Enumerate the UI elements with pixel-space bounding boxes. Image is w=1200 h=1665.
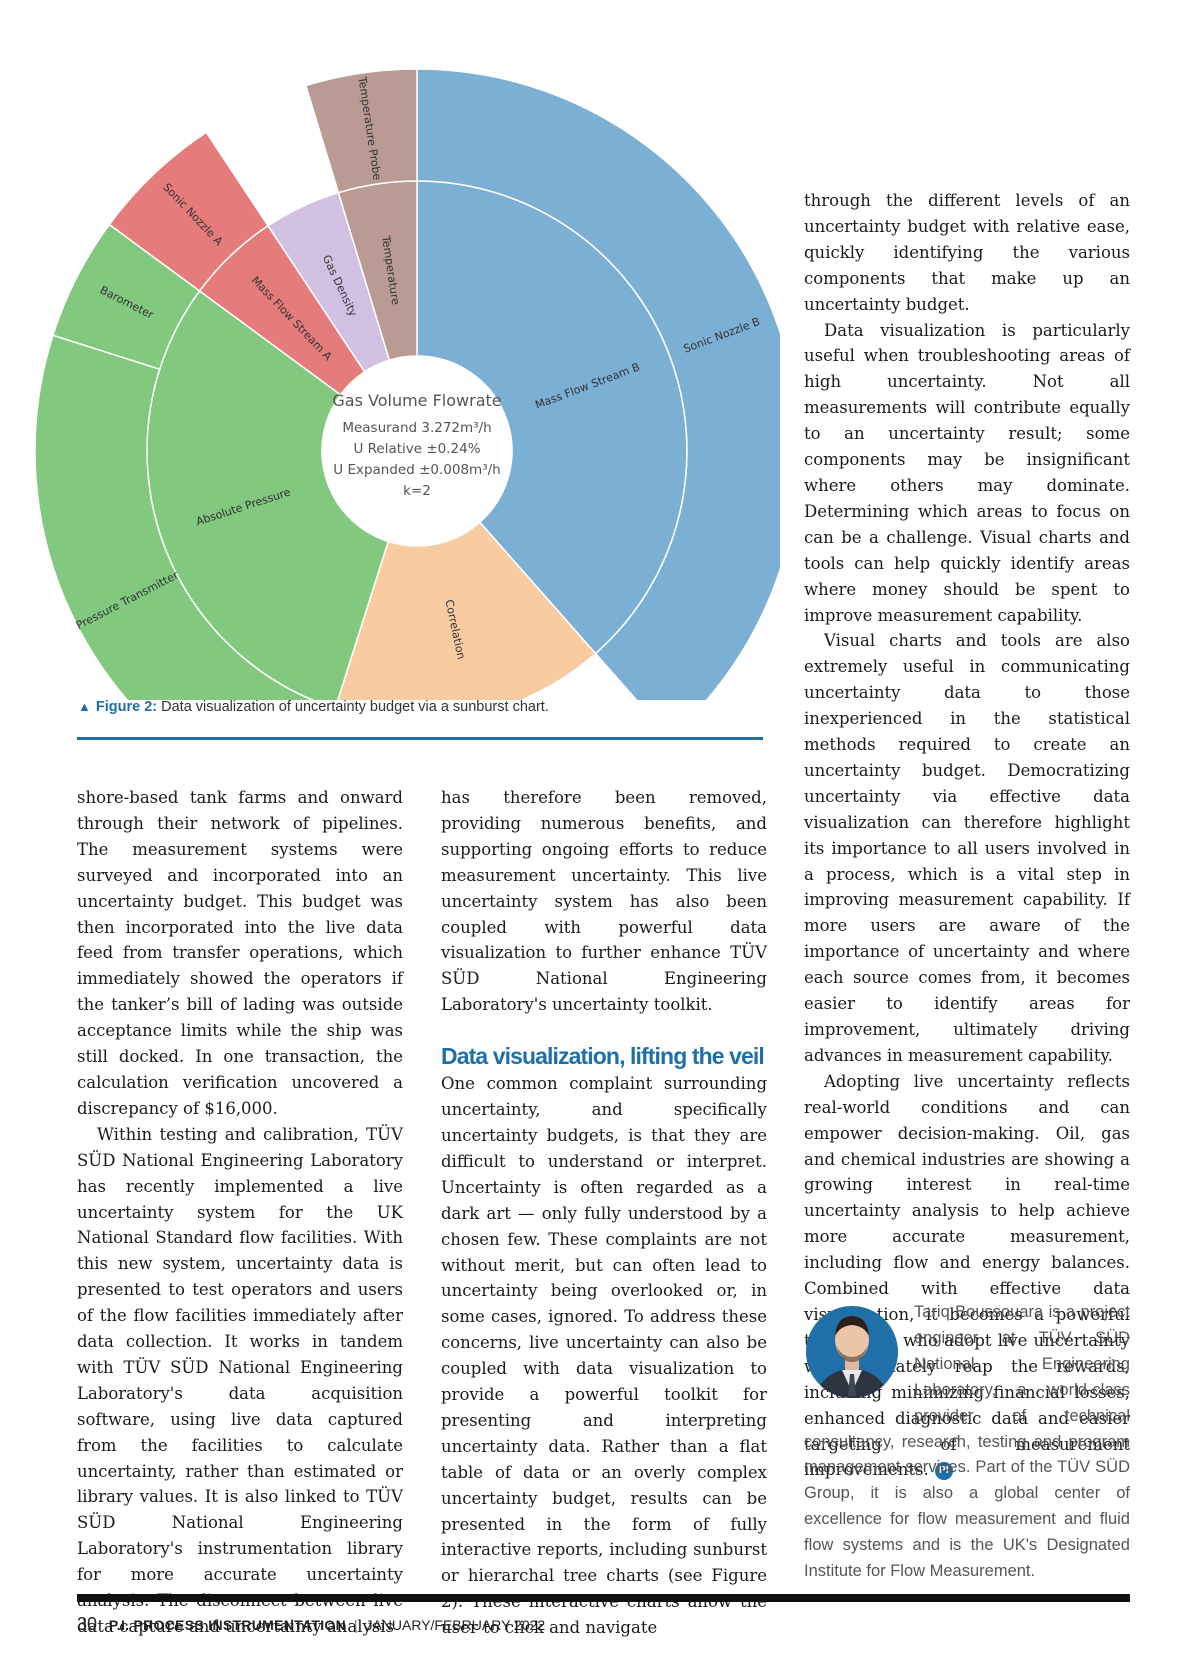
center-line-measurand: Measurand 3.272m³/h xyxy=(342,420,491,436)
footer-separator: | xyxy=(353,1617,358,1633)
paragraph-final-text: Adopting live uncertainty reflects real-… xyxy=(804,1071,1130,1480)
caption-triangle-icon: ▲ xyxy=(78,699,91,714)
center-line-relative: U Relative ±0.24% xyxy=(353,441,480,457)
paragraph: Within testing and calibration, TÜV SÜD … xyxy=(77,1124,403,1636)
paragraph: One common complaint surrounding uncerta… xyxy=(441,1074,767,1638)
caption-label: Figure 2: xyxy=(95,699,158,715)
figure-caption: ▲ Figure 2: Data visualization of uncerta… xyxy=(78,699,768,715)
outer-segment-sonic-nozzle-a[interactable] xyxy=(108,131,270,292)
author-bio: Tariq Boussouara is a project engineer a… xyxy=(804,1300,1130,1585)
section-heading: Data visualization, lifting the veil xyxy=(441,1043,765,1070)
publication-name: P.I. PROCESS INSTRUMENTATION xyxy=(108,1617,347,1633)
caption-text: Data visualization of uncertainty budget… xyxy=(161,699,549,715)
page-number: 30 xyxy=(77,1614,98,1634)
center-title: Gas Volume Flowrate xyxy=(332,391,501,410)
center-line-k: k=2 xyxy=(403,483,431,499)
caption-rule xyxy=(77,737,763,740)
outer-segment-temperature-probe[interactable] xyxy=(304,68,418,194)
chart-center: Gas Volume Flowrate Measurand 3.272m³/h … xyxy=(332,391,501,499)
footer-rule xyxy=(77,1594,1130,1602)
paragraph: shore-based tank farms and onward throug… xyxy=(77,788,403,1118)
paragraph: through the different levels of an uncer… xyxy=(804,191,1130,314)
article-column-3: through the different levels of an uncer… xyxy=(804,188,1130,1483)
author-photo xyxy=(804,1300,900,1404)
paragraph: has therefore been removed, providing nu… xyxy=(441,788,767,1015)
article-column-1: shore-based tank farms and onward throug… xyxy=(77,785,403,1640)
center-hole xyxy=(322,356,512,546)
paragraph-final: Adopting live uncertainty reflects real-… xyxy=(804,1069,1130,1484)
outer-segment-pressure-transmitter[interactable] xyxy=(34,334,335,700)
issue-date: JANUARY/FEBRUARY 2022 xyxy=(365,1617,546,1633)
paragraph: Visual charts and tools are also extreme… xyxy=(804,631,1130,1065)
bio-text: Tariq Boussouara is a project engineer a… xyxy=(804,1303,1130,1581)
outer-segment-sonic-nozzle-b[interactable] xyxy=(416,68,780,700)
pi-end-logo-icon: PI xyxy=(934,1462,953,1481)
article-column-2: has therefore been removed, providing nu… xyxy=(441,785,767,1641)
chart-segments xyxy=(34,68,780,700)
center-line-expanded: U Expanded ±0.008m³/h xyxy=(333,462,500,478)
page-footer: 30 P.I. PROCESS INSTRUMENTATION | JANUAR… xyxy=(77,1614,545,1635)
paragraph: Data visualization is particularly usefu… xyxy=(804,320,1130,625)
